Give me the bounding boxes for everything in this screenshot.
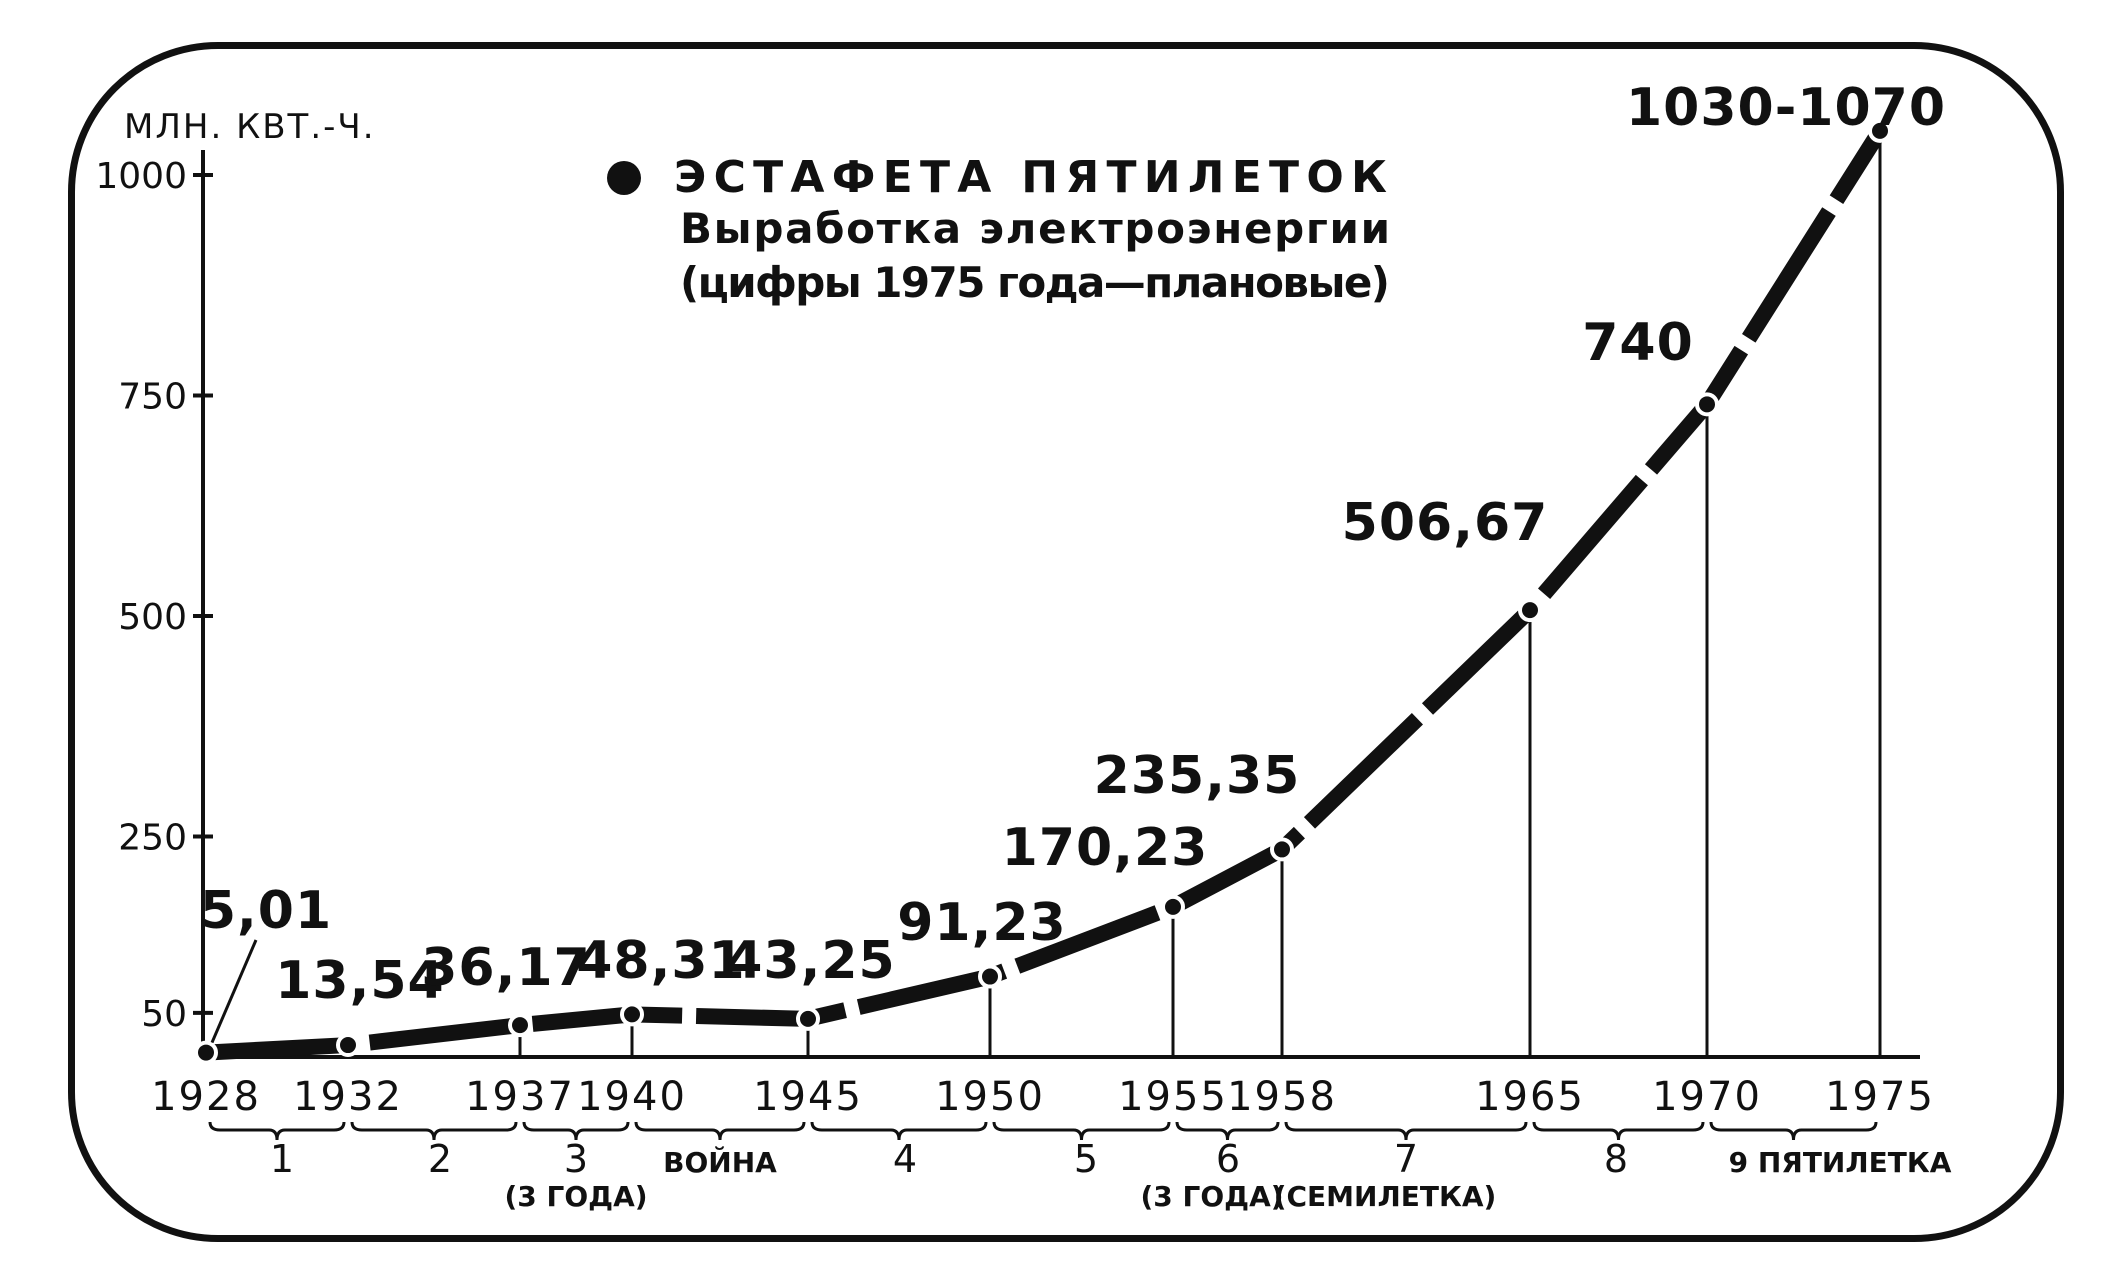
data-point bbox=[1695, 392, 1719, 417]
period-brace bbox=[634, 1121, 806, 1141]
period-label: 6 bbox=[1216, 1137, 1240, 1181]
value-label: 740 bbox=[1582, 313, 1694, 373]
data-point bbox=[336, 1033, 360, 1058]
chart-title: ЭСТАФЕТА ПЯТИЛЕТОК bbox=[674, 152, 1389, 203]
period-label: 2 bbox=[428, 1137, 452, 1181]
period-brace bbox=[522, 1121, 630, 1141]
data-point bbox=[1868, 118, 1892, 143]
legend-bullet bbox=[607, 161, 641, 195]
period-brace bbox=[1532, 1121, 1705, 1141]
x-tick-label: 1975 bbox=[1825, 1074, 1935, 1120]
data-point bbox=[796, 1006, 820, 1031]
y-tick-label: 1000 bbox=[95, 156, 187, 197]
y-tick-label: 750 bbox=[118, 377, 187, 418]
x-tick-label: 1965 bbox=[1475, 1074, 1585, 1120]
point-markers bbox=[194, 118, 1892, 1065]
period-brace bbox=[1284, 1121, 1528, 1141]
axes bbox=[193, 150, 1920, 1059]
period-brace bbox=[1175, 1121, 1280, 1141]
y-tick-label: 50 bbox=[141, 994, 187, 1035]
x-tick-label: 1970 bbox=[1652, 1074, 1762, 1120]
period-label: 5 bbox=[1074, 1137, 1098, 1181]
period-note: (3 ГОДА) bbox=[504, 1180, 647, 1213]
period-brace bbox=[208, 1121, 346, 1141]
period-brace bbox=[810, 1121, 988, 1141]
value-label: 1030-1070 bbox=[1626, 78, 1946, 138]
x-tick-label: 1932 bbox=[293, 1074, 403, 1120]
period-label: 3 bbox=[564, 1137, 588, 1181]
period-note: (3 ГОДА) bbox=[1140, 1180, 1283, 1213]
x-tick-labels: 1928 1932 1937 1940 1945 1950 1955 1958 1965 1970… bbox=[151, 1074, 1935, 1120]
drop-lines bbox=[346, 130, 1882, 1057]
x-tick-label: 1958 bbox=[1227, 1074, 1337, 1120]
value-label: 235,35 bbox=[1094, 746, 1301, 806]
x-tick-label: 1928 bbox=[151, 1074, 261, 1120]
y-tick-label: 500 bbox=[118, 597, 187, 638]
value-label: 5,01 bbox=[200, 881, 332, 941]
period-label: 9 ПЯТИЛЕТКА bbox=[1729, 1146, 1952, 1179]
value-label: 43,25 bbox=[726, 931, 895, 991]
chart-frame bbox=[68, 42, 2064, 1242]
x-tick-label: 1955 bbox=[1118, 1074, 1228, 1120]
value-label: 170,23 bbox=[1002, 818, 1209, 878]
chart-subtitle-line-2: (цифры 1975 года—плановые) bbox=[680, 258, 1390, 307]
period-label: 8 bbox=[1604, 1137, 1628, 1181]
value-label: 48,31 bbox=[576, 931, 745, 991]
data-point bbox=[1270, 837, 1294, 862]
period-brace bbox=[1709, 1121, 1878, 1141]
data-point bbox=[620, 1002, 644, 1027]
value-label: 36,17 bbox=[421, 938, 590, 998]
value-label-leader bbox=[210, 939, 258, 1044]
period-brace bbox=[350, 1121, 518, 1141]
y-tick-label: 250 bbox=[118, 818, 187, 859]
x-tick-label: 1937 bbox=[465, 1074, 575, 1120]
data-point bbox=[1161, 894, 1185, 919]
data-point bbox=[194, 1040, 218, 1065]
value-label: 91,23 bbox=[897, 893, 1066, 953]
period-label: 1 bbox=[270, 1137, 294, 1181]
period-label: 7 bbox=[1394, 1137, 1418, 1181]
y-tick-labels: 50 250 500 750 1000 bbox=[95, 156, 187, 1035]
y-axis-unit-label: МЛН. КВТ.-Ч. bbox=[124, 107, 376, 147]
period-label: ВОЙНА bbox=[663, 1145, 777, 1179]
period-label: 4 bbox=[893, 1137, 917, 1181]
period-note: (СЕМИЛЕТКА) bbox=[1274, 1180, 1497, 1213]
data-point bbox=[508, 1013, 532, 1038]
period-brace bbox=[992, 1121, 1171, 1141]
data-point bbox=[1518, 598, 1542, 623]
x-tick-label: 1950 bbox=[935, 1074, 1045, 1120]
value-label: 13,54 bbox=[275, 951, 444, 1011]
data-point bbox=[978, 964, 1002, 989]
x-tick-label: 1945 bbox=[753, 1074, 863, 1120]
chart-subtitle-line-1: Выработка электроэнергии bbox=[680, 204, 1390, 253]
period-braces: 1 2 3(3 ГОДА)ВОЙНА 4 5 6(3 ГОДА)7(СЕМИЛЕТКА)8… bbox=[208, 1121, 1952, 1213]
x-tick-label: 1940 bbox=[577, 1074, 687, 1120]
value-label: 506,67 bbox=[1342, 493, 1549, 553]
